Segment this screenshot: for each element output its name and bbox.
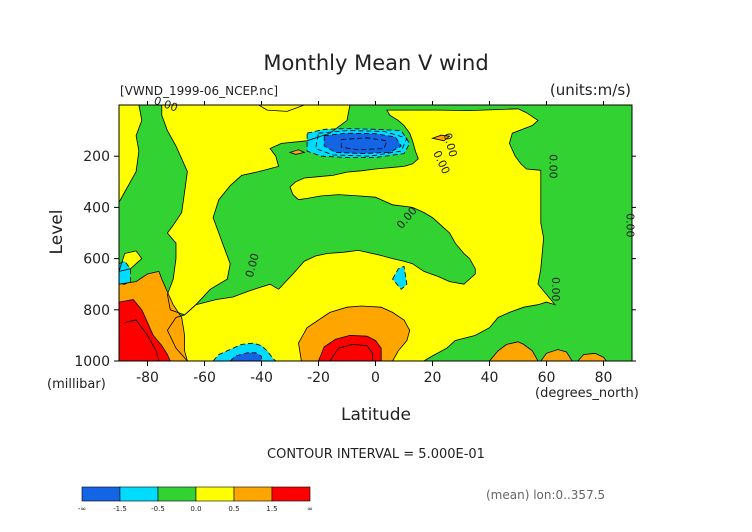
contour-label: 0.00: [243, 252, 262, 279]
contour-labels: 0.000.000.000.000.000.000.000.00: [152, 94, 636, 302]
y-tick-label: 800: [83, 303, 110, 319]
contour-inner-line-3: [315, 130, 408, 157]
chart-title: Monthly Mean V wind: [263, 51, 488, 75]
x-tick-label: 60: [538, 370, 556, 386]
contour-line-4: [257, 105, 305, 112]
contour-region-17: [392, 266, 407, 290]
contour-line-6: [119, 270, 188, 361]
y-tick-label: 1000: [74, 354, 110, 370]
colorbar-tick-label: 0.5: [228, 505, 239, 513]
contour-region-13: [119, 299, 171, 361]
contour-line-15: [306, 128, 411, 158]
x-axis-label: Latitude: [341, 405, 411, 425]
colorbar-swatch: [233, 486, 273, 502]
contour-inner-line-0: [124, 319, 160, 361]
y-tick-label: 400: [83, 200, 110, 216]
contour-region-9: [540, 349, 573, 361]
contour-line-2: [119, 250, 143, 272]
contour-region-18: [119, 261, 131, 285]
contour-line-1: [119, 105, 143, 204]
colorbar-tick-label: -1.5: [113, 505, 127, 513]
contour-fills: [119, 105, 632, 361]
file-label: [VWND_1999-06_NCEP.nc]: [120, 84, 278, 98]
colorbar-tick-label: 0.0: [190, 505, 201, 513]
colorbar-tick-label: -0.5: [151, 505, 165, 513]
contour-region-20: [230, 352, 262, 361]
contour-label: 0.00: [441, 132, 460, 159]
contour-region-10: [577, 353, 607, 361]
x-tick-label: 40: [481, 370, 499, 386]
contour-line-14: [318, 334, 382, 361]
colorbar: -∞ -1.5 -0.5 0.0 0.5 1.5 ∞: [78, 486, 313, 513]
contour-inner-line-1: [329, 343, 374, 361]
contour-line-17: [392, 265, 408, 290]
contour-line-5: [166, 108, 557, 361]
contour-region-8: [489, 341, 538, 361]
contour-line-9: [540, 349, 573, 361]
colorbar-tick-label: ∞: [307, 505, 313, 513]
colorbar-swatch: [157, 486, 197, 502]
contour-line-18: [119, 260, 131, 285]
contour-lines: [119, 105, 607, 361]
contour-line-16: [212, 342, 277, 361]
contour-region-3: [161, 105, 350, 315]
contour-line-10: [577, 352, 607, 361]
y-tick-label: 200: [83, 149, 110, 165]
colorbar-tick-label: -∞: [78, 505, 86, 513]
colorbar-swatch: [119, 486, 159, 502]
contour-region-1: [119, 105, 142, 203]
contour-line-8: [488, 341, 539, 361]
plot-area: 0.000.000.000.000.000.000.000.00: [118, 94, 636, 362]
contour-interval: CONTOUR INTERVAL = 5.000E-01: [267, 447, 485, 462]
x-tick-label: -80: [136, 370, 159, 386]
contour-inner-line-2: [340, 137, 388, 151]
contour-line-11: [431, 134, 451, 142]
contour-line-12: [288, 149, 306, 155]
contour-line-7: [298, 305, 411, 361]
contour-line-20: [229, 352, 262, 361]
colorbar-swatch: [195, 486, 235, 502]
colorbar-tick-label: 1.5: [266, 505, 277, 513]
contour-label: 0.00: [549, 277, 562, 302]
x-tick-label: 0: [371, 370, 380, 386]
colorbar-swatch: [271, 486, 311, 502]
contour-line-3: [161, 105, 351, 316]
contour-region-5: [167, 108, 555, 361]
contour-label: 0.00: [623, 213, 636, 238]
x-tick-label: -60: [193, 370, 216, 386]
contour-line-13: [119, 299, 171, 361]
y-unit-label: (millibar): [47, 377, 106, 392]
x-unit-label: (degrees_north): [535, 386, 639, 401]
contour-label: 0.00: [546, 154, 559, 179]
x-axis-ticks: -80 -60 -40 -20 0 20 40 60 80: [136, 101, 612, 386]
units-label: (units:m/s): [550, 81, 631, 99]
x-tick-label: 20: [424, 370, 442, 386]
footer-note: (mean) lon:0..357.5: [486, 488, 605, 502]
y-axis-ticks: 200 400 600 800 1000: [74, 149, 636, 370]
colorbar-swatch: [81, 486, 121, 502]
contour-region-4: [258, 105, 305, 112]
y-axis-label: Level: [47, 210, 67, 255]
contour-line-19: [323, 132, 402, 155]
x-tick-label: -20: [307, 370, 330, 386]
x-tick-label: -40: [250, 370, 273, 386]
y-tick-label: 600: [83, 252, 110, 268]
x-tick-label: 80: [595, 370, 613, 386]
